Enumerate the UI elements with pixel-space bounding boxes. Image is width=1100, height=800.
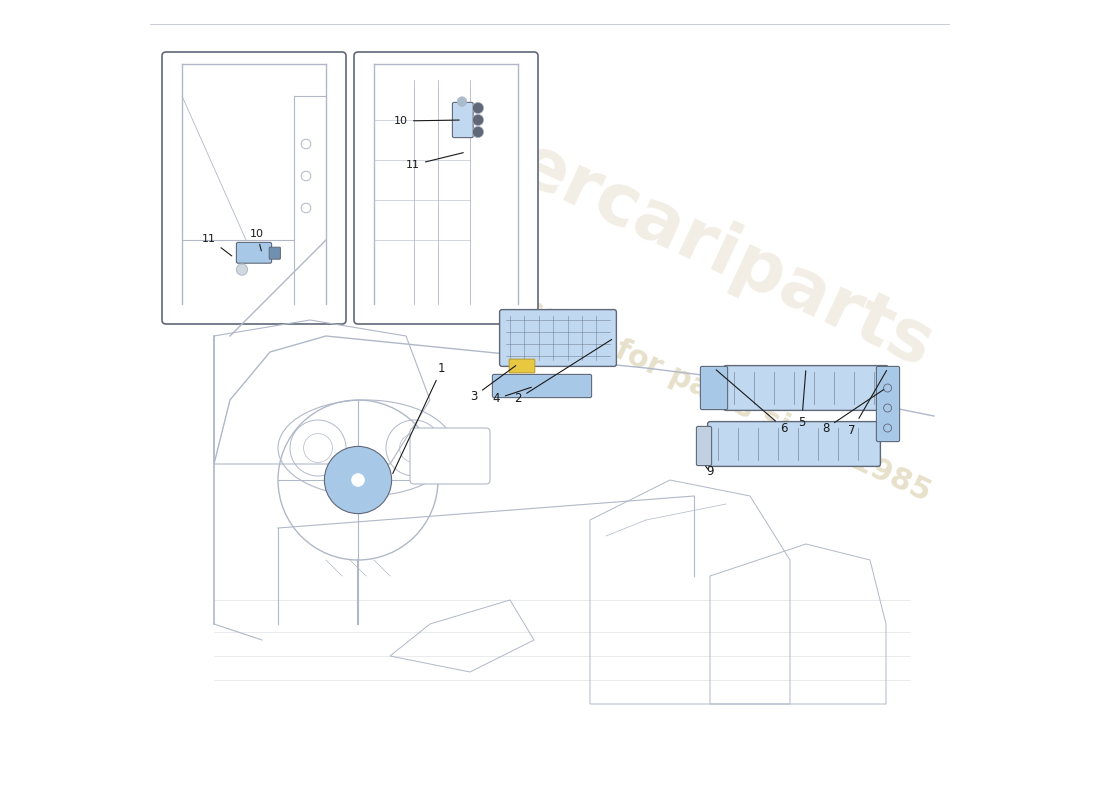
Text: 10: 10 — [250, 229, 264, 251]
FancyBboxPatch shape — [707, 422, 880, 466]
FancyBboxPatch shape — [724, 366, 889, 410]
Circle shape — [236, 264, 248, 275]
FancyBboxPatch shape — [509, 359, 535, 373]
FancyBboxPatch shape — [270, 247, 280, 259]
Text: 8: 8 — [822, 390, 883, 435]
Text: a passion for parts since 1985: a passion for parts since 1985 — [453, 262, 935, 506]
Text: 5: 5 — [798, 370, 806, 429]
Circle shape — [472, 102, 484, 114]
FancyBboxPatch shape — [410, 428, 490, 484]
Text: 11: 11 — [406, 153, 463, 170]
FancyBboxPatch shape — [354, 52, 538, 324]
Text: 7: 7 — [848, 370, 887, 437]
Text: 9: 9 — [706, 465, 714, 478]
FancyBboxPatch shape — [162, 52, 346, 324]
FancyBboxPatch shape — [236, 242, 272, 263]
FancyBboxPatch shape — [696, 426, 712, 466]
Text: 3: 3 — [470, 366, 516, 403]
Circle shape — [324, 446, 392, 514]
Circle shape — [458, 97, 466, 106]
FancyBboxPatch shape — [499, 310, 616, 366]
Text: 4: 4 — [493, 387, 531, 406]
Text: 6: 6 — [716, 370, 788, 435]
Circle shape — [472, 114, 484, 126]
Text: 11: 11 — [202, 234, 232, 256]
FancyBboxPatch shape — [493, 374, 592, 398]
FancyBboxPatch shape — [877, 366, 900, 442]
Text: 1: 1 — [393, 362, 446, 474]
Text: 2: 2 — [514, 339, 612, 406]
Circle shape — [352, 474, 364, 486]
Text: 10: 10 — [394, 116, 459, 126]
FancyBboxPatch shape — [452, 102, 473, 138]
Circle shape — [472, 126, 484, 138]
Text: ercariparts: ercariparts — [507, 130, 945, 382]
FancyBboxPatch shape — [701, 366, 727, 410]
